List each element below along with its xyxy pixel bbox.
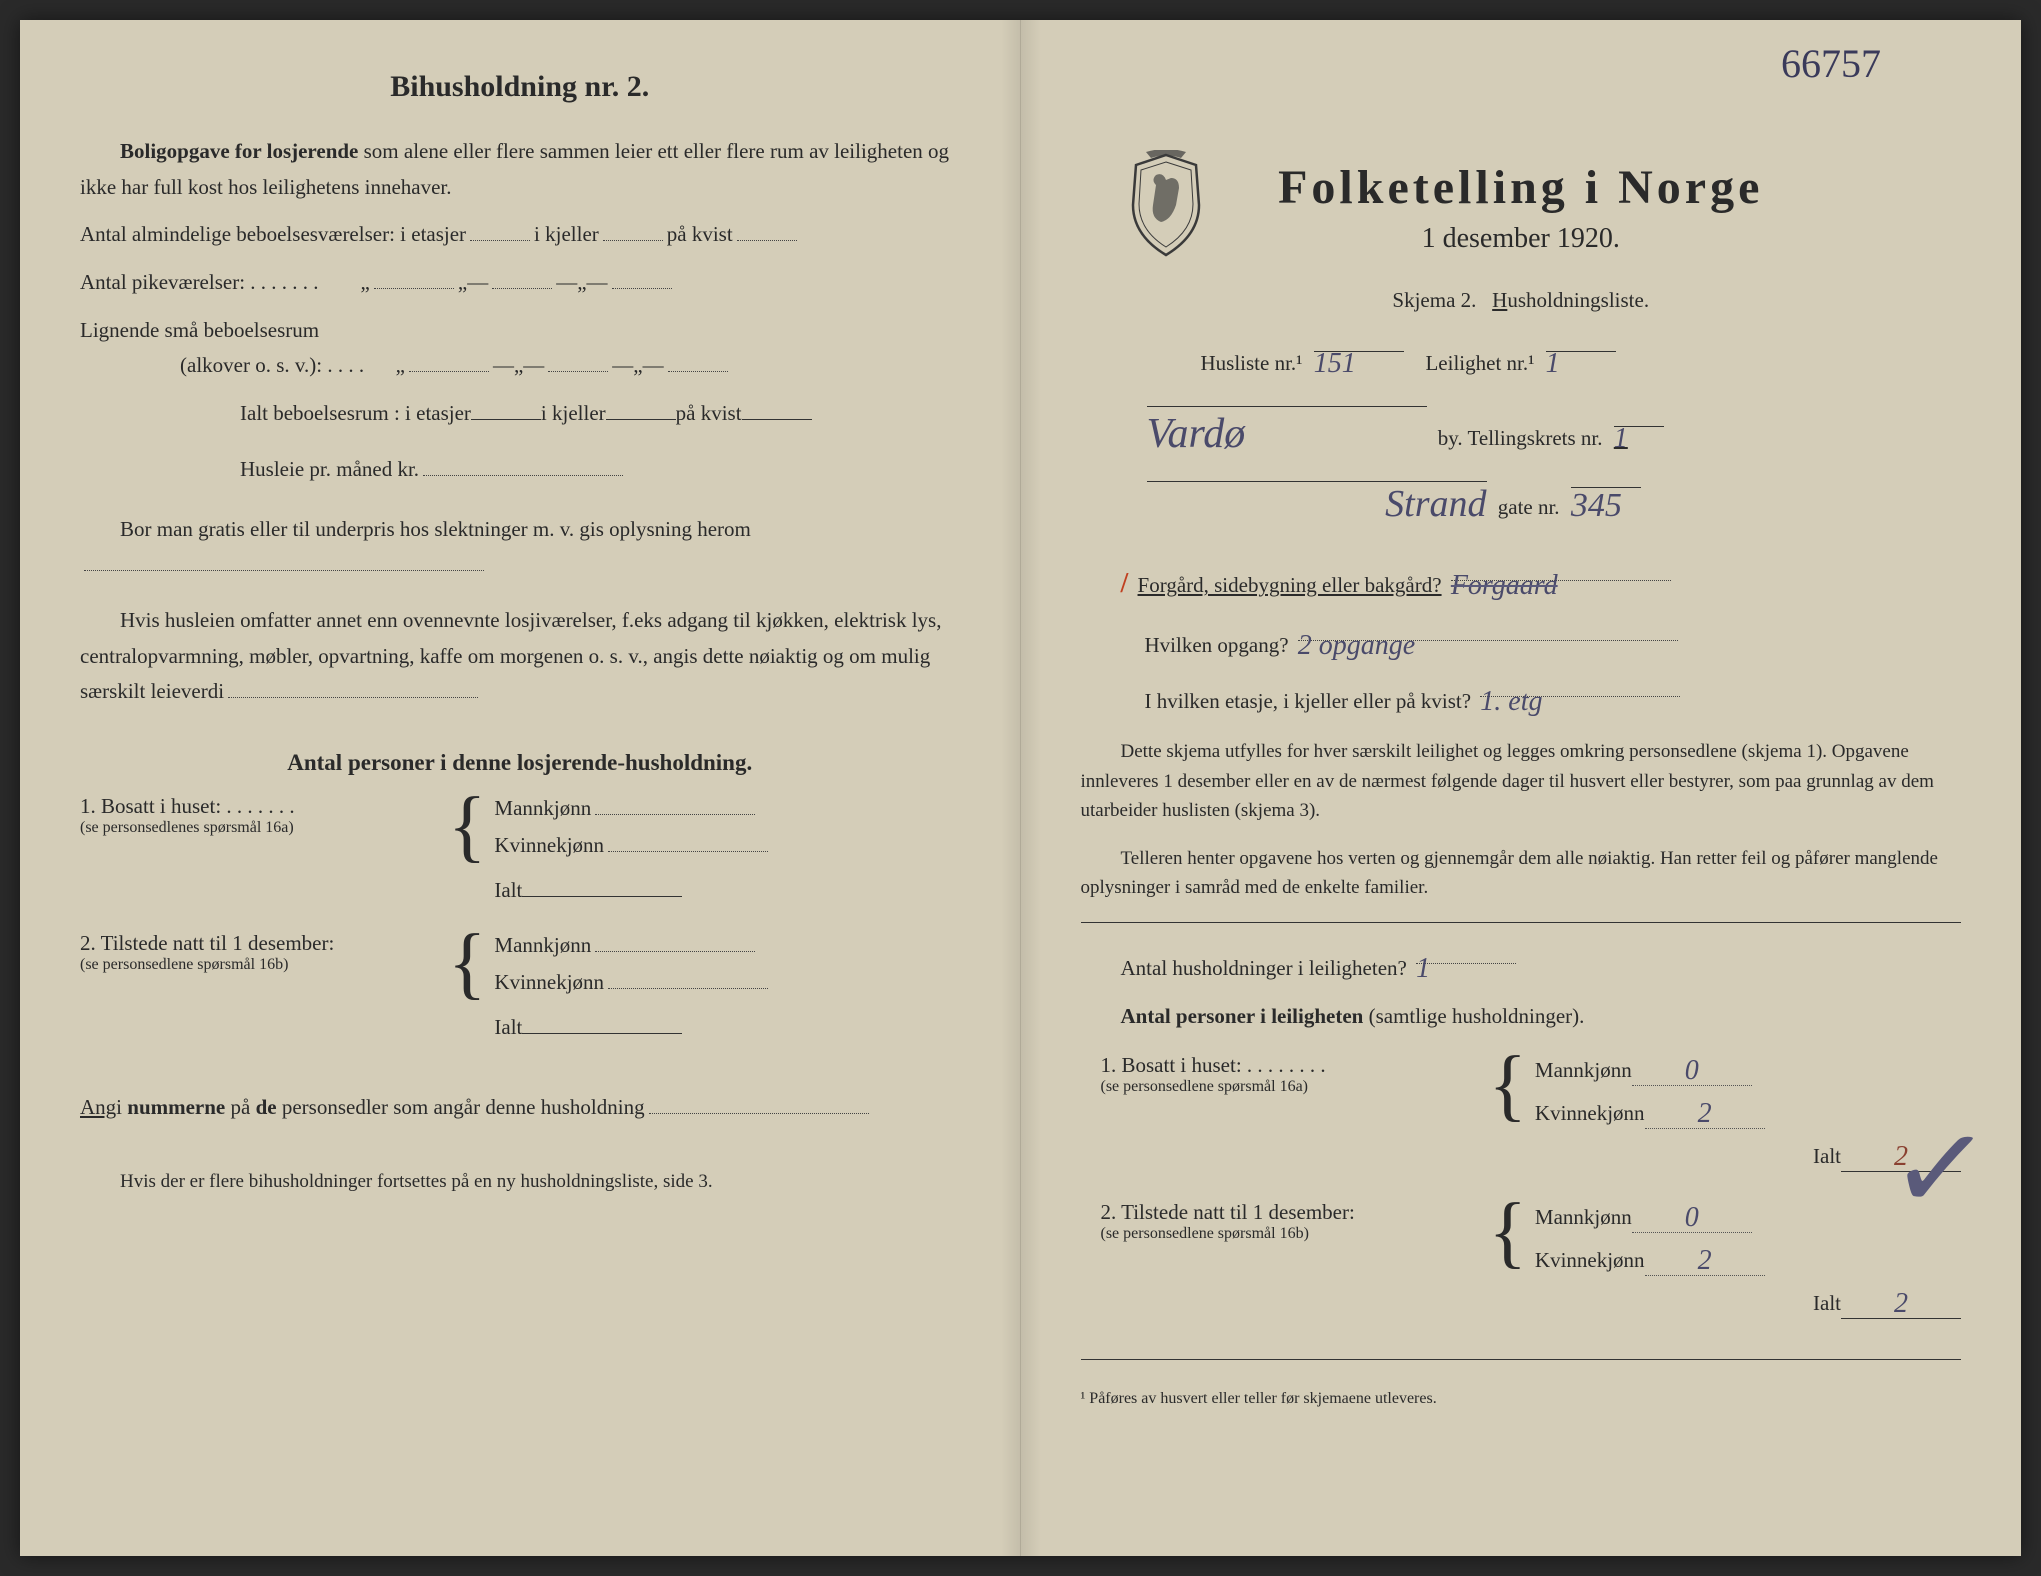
divider [1081, 922, 1962, 923]
skjema-line: Skjema 2. Husholdningsliste. [1081, 283, 1962, 319]
date-line: 1 desember 1920. [1081, 223, 1962, 255]
left-title: Bihusholdning nr. 2. [80, 70, 960, 104]
main-title: Folketelling i Norge [1081, 160, 1962, 215]
tilstede-row: 2. Tilstede natt til 1 desember: (se per… [80, 931, 960, 1050]
checkmark-icon: ✓ [1885, 1096, 1997, 1243]
divider [1081, 1359, 1962, 1360]
ialt-bebo-line: Ialt beboelsesrum : i etasjeri kjellerpå… [240, 396, 960, 432]
instruction-para-1: Dette skjema utfylles for hver særskilt … [1081, 737, 1962, 825]
coat-of-arms-icon [1121, 150, 1211, 260]
right-bosatt-row: 1. Bosatt i huset: . . . . . . . . (se p… [1101, 1053, 1962, 1182]
lignende-line: Lignende små beboelsesrum [80, 313, 960, 349]
gratis-text: Bor man gratis eller til underpris hos s… [80, 512, 960, 583]
footnote: ¹ Påføres av husvert eller teller før sk… [1081, 1390, 1962, 1408]
forgard-line: / Forgård, sidebygning eller bakgård? Fo… [1121, 560, 1962, 608]
gate-line: Strand gate nr. 345 [1141, 461, 1962, 530]
bosatt-row: 1. Bosatt i huset: . . . . . . . (se per… [80, 794, 960, 913]
right-tilstede-row: 2. Tilstede natt til 1 desember: (se per… [1101, 1200, 1962, 1329]
by-line: Vardø by. Tellingskrets nr. 1 [1141, 386, 1962, 461]
husliste-line: Husliste nr.¹ 151 Leilighet nr.¹ 1 [1201, 331, 1962, 386]
hush-line: Antal husholdninger i leiligheten? 1 [1121, 943, 1962, 987]
left-footer: Hvis der er flere bihusholdninger fortse… [80, 1166, 960, 1198]
husleie-line: Husleie pr. måned kr. [240, 452, 960, 488]
pike-line: Antal pikeværelser: . . . . . . . „„——„— [80, 265, 960, 301]
brace-icon: { [1489, 1200, 1527, 1264]
count-title: Antal personer i denne losjerende-hushol… [80, 750, 960, 776]
red-mark-icon: / [1121, 568, 1129, 599]
rooms-line: Antal almindelige beboelsesværelser: i e… [80, 217, 960, 253]
handwritten-number: 66757 [1781, 40, 1881, 87]
census-document: Bihusholdning nr. 2. Boligopgave for los… [20, 20, 2021, 1556]
pers-title: Antal personer i leiligheten (samtlige h… [1121, 999, 1962, 1035]
angi-line: Angi nummerne på de personsedler som ang… [80, 1090, 960, 1126]
hvis-text: Hvis husleien omfatter annet enn ovennev… [80, 603, 960, 710]
brace-icon: { [1489, 1053, 1527, 1117]
etasje-line: I hvilken etasje, i kjeller eller på kvi… [1145, 676, 1962, 720]
left-page: Bihusholdning nr. 2. Boligopgave for los… [20, 20, 1021, 1556]
alkover-line: (alkover o. s. v.): . . . . „—„——„— [180, 348, 960, 384]
right-page: 66757 Folketelling i Norge 1 desember 19… [1021, 20, 2022, 1556]
brace-icon: { [448, 794, 486, 858]
opgang-line: Hvilken opgang? 2 opgange [1145, 620, 1962, 664]
intro-text: Boligopgave for losjerende som alene ell… [80, 134, 960, 205]
brace-icon: { [448, 931, 486, 995]
instruction-para-2: Telleren henter opgavene hos verten og g… [1081, 844, 1962, 903]
